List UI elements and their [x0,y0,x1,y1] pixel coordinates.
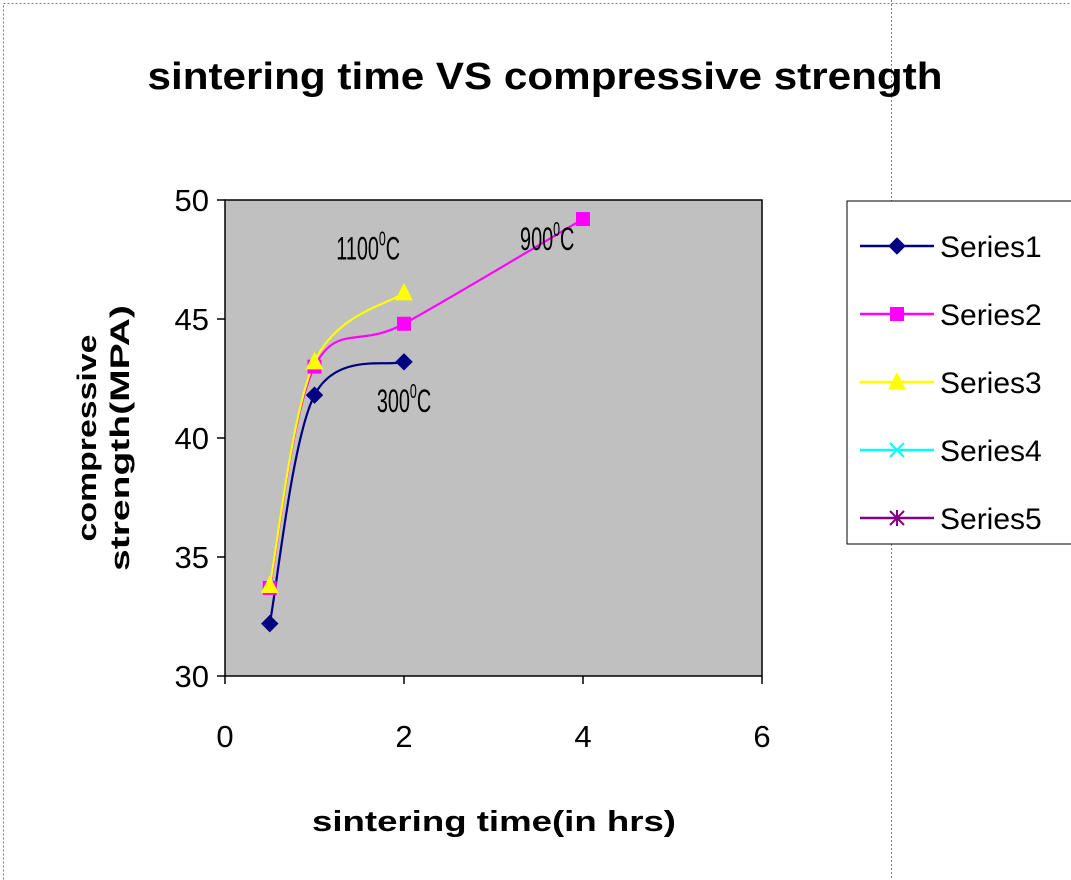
legend-marker [888,237,906,255]
legend-label: Series1 [940,231,1042,264]
data-point-series3 [260,575,279,594]
chart-title: sintering time VS compressive strength [148,56,943,98]
y-tick-label: 50 [175,183,209,218]
legend-label: Series2 [940,299,1042,332]
data-point-series1 [261,614,279,633]
legend-label: Series3 [940,367,1042,400]
y-tick-label: 40 [175,421,209,456]
legend-box [846,200,1071,545]
temperature-annotation: 9000C [520,218,574,257]
y-tick-label: 30 [175,659,209,694]
legend-label: Series5 [940,503,1042,536]
legend-item-series2: Series2 [860,299,1042,332]
x-tick-label: 2 [395,719,412,754]
y-axis-label-line1: compressive [72,335,102,542]
annotations: 11000C 9000C 3000C [336,218,574,419]
data-point-series1 [395,353,413,371]
data-point-series1 [305,386,324,404]
legend-item-series4: Series4 [860,435,1042,468]
legend-item-series5: Series5 [860,503,1042,536]
axes: 30 35 40 45 50 0 2 4 6 [175,183,771,754]
data-point-series3 [395,282,413,301]
series-markers [260,212,590,633]
legend-label: Series4 [940,435,1042,468]
x-tick-label: 6 [753,719,770,754]
series-line-series1 [268,360,405,624]
temperature-annotation: 11000C [336,227,400,266]
x-tick-label: 0 [216,719,233,754]
legend-marker [889,442,905,458]
data-point-series3 [305,351,324,370]
temperature-annotation: 3000C [377,380,431,419]
y-tick-label: 35 [175,540,209,575]
x-tick-label: 4 [574,719,591,754]
legend-marker [888,371,906,390]
legend: Series1 Series2 Series3 Series4 Series5 [846,200,1071,545]
legend-item-series3: Series3 [860,367,1042,400]
legend-marker [889,510,905,526]
y-axis-label-line2: strength(MPA) [105,305,135,571]
legend-item-series1: Series1 [860,231,1042,264]
legend-marker [890,307,904,321]
data-point-series2 [576,212,590,227]
legend-items: Series1 Series2 Series3 Series4 Series5 [860,231,1042,536]
plot-area [224,199,763,677]
x-axis-label: sintering time(in hrs) [312,806,676,838]
y-axis-label: compressive strength(MPA) [72,305,135,571]
data-point-series2 [397,316,411,331]
y-tick-label: 45 [175,302,209,337]
